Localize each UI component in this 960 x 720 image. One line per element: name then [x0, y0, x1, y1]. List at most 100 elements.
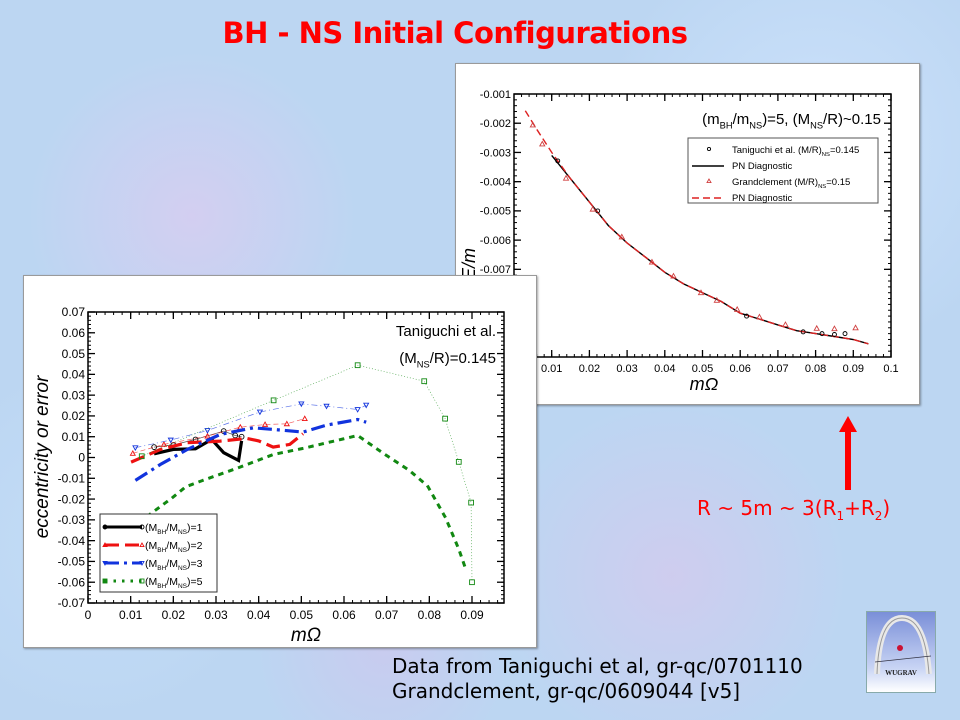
eccentricity-line	[130, 432, 305, 464]
data-point	[139, 542, 145, 548]
legend-label: Grandclement (M/R)NS​=0.15	[732, 177, 850, 190]
text-run: PN Diagnostic	[732, 193, 792, 204]
y-tick-label: -0.004	[480, 177, 511, 189]
text-run: /M	[166, 576, 178, 588]
y-tick-label: 0.03	[62, 388, 86, 402]
data-point	[132, 445, 139, 452]
data-point	[819, 331, 825, 337]
series-group	[138, 362, 475, 586]
annotation-line-2: (MNS​/R)=0.145	[399, 350, 496, 370]
credit-line-1: Data from Taniguchi et al, gr-qc/0701110	[392, 654, 803, 678]
eccentricity-chart-panel: 0 0.01 0.02 0.03 0.04 0.05 0.06 0.07 0.08 0.09 0.0…	[23, 275, 537, 648]
y-tick-label: -0.02	[58, 492, 86, 506]
data-point	[468, 499, 474, 506]
plot-frame	[513, 93, 892, 358]
data-point	[555, 158, 561, 164]
error-line	[141, 364, 473, 583]
data-point	[261, 421, 269, 427]
x-tick-label: 0.04	[247, 608, 271, 622]
text-run: )=2	[187, 540, 203, 552]
data-point	[595, 208, 601, 214]
legend-label: PN Diagnostic	[732, 193, 792, 204]
data-point	[670, 272, 677, 279]
subscript: BH	[720, 121, 733, 131]
y-tick-label: -0.03	[58, 513, 86, 527]
data-point	[160, 441, 168, 447]
data-point	[138, 453, 145, 460]
data-point	[782, 321, 789, 328]
text-run: )=5, (M	[762, 111, 810, 128]
series-group	[132, 401, 370, 482]
chart-annotation: (mBH​/mNS​)=5, (MNS​/R)~0.15	[702, 111, 881, 131]
data-point	[529, 121, 537, 128]
slide-title: BH - NS Initial Configurations	[222, 16, 688, 50]
data-point	[539, 140, 546, 147]
data-point	[301, 415, 308, 422]
legend-label: (MBH​/MNS​)=5	[145, 576, 203, 590]
subscript: NS	[178, 529, 188, 536]
y-tick-label: -0.007	[480, 264, 511, 276]
x-tick-label: 0.06	[332, 608, 356, 622]
subscript: NS	[417, 360, 430, 370]
data-point	[813, 324, 820, 331]
x-axis-label: mΩ	[291, 625, 321, 646]
data-point	[129, 450, 136, 456]
x-tick-label: 0.02	[579, 363, 600, 375]
x-tick-label: 0.01	[541, 363, 562, 375]
x-tick-label: 0.04	[654, 363, 675, 375]
x-tick-label: 0.01	[119, 608, 143, 622]
data-point	[204, 432, 211, 439]
data-point	[713, 296, 721, 303]
y-tick-label: -0.07	[58, 596, 86, 610]
data-point	[354, 362, 361, 369]
legend-label: Taniguchi et al. (M/R)NS​=0.145	[732, 145, 859, 158]
data-point	[618, 233, 626, 240]
legend-label: PN Diagnostic	[732, 161, 792, 172]
x-tick-label: 0.02	[162, 608, 186, 622]
separation-note: R ~ 5m ~ 3(R1+R2)	[697, 496, 890, 523]
data-point	[204, 428, 211, 434]
subscript: NS	[178, 583, 188, 590]
text-run: /M	[166, 522, 178, 534]
data-point	[139, 524, 145, 530]
eccentricity-chart: 0 0.01 0.02 0.03 0.04 0.05 0.06 0.07 0.08 0.09 0.0…	[32, 305, 505, 646]
legend: Taniguchi et al. (M/R)NS​=0.145 PN Diagno…	[687, 137, 879, 204]
data-point	[102, 578, 108, 584]
y-tick-label: -0.06	[58, 575, 86, 589]
subscript: NS	[822, 152, 830, 158]
pn-dashed-line	[524, 110, 869, 345]
annotation-line-1: Taniguchi et al.	[396, 323, 496, 340]
y-tick-label: -0.002	[480, 118, 511, 130]
text-run: (M	[145, 576, 157, 588]
energy-chart: 0.01 0.02 0.03 0.04 0.05 0.06 0.07 0.08 0.09 0.1 -…	[459, 89, 899, 394]
x-axis-label: mΩ	[690, 374, 719, 394]
text-run: (M	[145, 558, 157, 570]
y-tick-label: -0.001	[480, 89, 511, 101]
x-tick-label: 0	[85, 608, 92, 622]
data-point	[421, 378, 428, 385]
eccentricity-line	[134, 417, 367, 482]
text-run: (M	[145, 540, 157, 552]
y-tick-label: 0.07	[62, 305, 86, 319]
text-run: )=5	[187, 576, 203, 588]
y-tick-label: -0.005	[480, 206, 511, 218]
data-point	[842, 331, 848, 337]
subscript: BH	[157, 547, 166, 554]
data-point	[733, 305, 741, 312]
y-axis-label: eccentricity or error	[32, 375, 53, 538]
data-point	[139, 560, 145, 566]
data-credits: Data from Taniguchi et al, gr-qc/0701110…	[392, 654, 803, 704]
y-tick-label: -0.006	[480, 235, 511, 247]
red-arrow-icon	[839, 416, 857, 490]
x-tick-label: 0.05	[692, 363, 713, 375]
x-tick-label: 0.09	[843, 363, 864, 375]
data-point	[852, 324, 859, 331]
note-sub-1: 1	[836, 509, 845, 523]
x-tick-label: 0.05	[290, 608, 314, 622]
text-run: /M	[166, 540, 178, 552]
data-point	[562, 174, 570, 181]
subscript: BH	[157, 565, 166, 572]
text-run: /R)~0.15	[823, 111, 881, 128]
text-run: =0.15	[826, 177, 850, 188]
data-point	[139, 578, 145, 584]
